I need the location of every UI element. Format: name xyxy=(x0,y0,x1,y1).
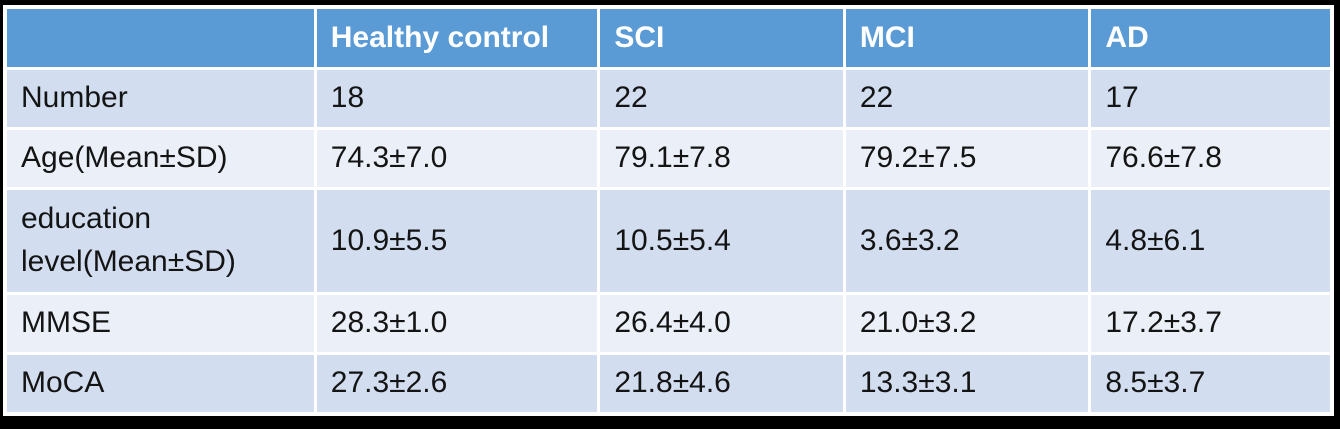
table-row-moca: MoCA 27.3±2.6 21.8±4.6 13.3±3.1 8.5±3.7 xyxy=(7,354,1330,412)
demographics-table: Healthy control SCI MCI AD Number 18 22 22 17 Ag… xyxy=(4,6,1333,415)
row-label-moca: MoCA xyxy=(7,354,314,412)
cell-moca-mci: 13.3±3.1 xyxy=(845,354,1089,412)
table-row-mmse: MMSE 28.3±1.0 26.4±4.0 21.0±3.2 17.2±3.7 xyxy=(7,294,1330,352)
row-label-number: Number xyxy=(7,70,314,128)
header-cell-mci: MCI xyxy=(845,9,1089,67)
cell-education-level-mean-sd-ad: 4.8±6.1 xyxy=(1091,190,1330,292)
cell-mmse-sci: 26.4±4.0 xyxy=(600,294,843,352)
table-body: Number 18 22 22 17 Age(Mean±SD) 74.3±7.0 79.1±7… xyxy=(7,70,1330,412)
cell-age-mean-sd-ad: 76.6±7.8 xyxy=(1091,130,1330,188)
cell-age-mean-sd-sci: 79.1±7.8 xyxy=(600,130,843,188)
cell-moca-sci: 21.8±4.6 xyxy=(600,354,843,412)
cell-number-mci: 22 xyxy=(845,70,1089,128)
table-row-age-mean-sd: Age(Mean±SD) 74.3±7.0 79.1±7.8 79.2±7.5 76.6… xyxy=(7,130,1330,188)
row-label-mmse: MMSE xyxy=(7,294,314,352)
cell-number-sci: 22 xyxy=(600,70,843,128)
cell-mmse-healthy-control: 28.3±1.0 xyxy=(316,294,598,352)
cell-mmse-ad: 17.2±3.7 xyxy=(1091,294,1330,352)
table-row-education-level-mean-sd: education level(Mean±SD) 10.9±5.5 10.5±5.4… xyxy=(7,190,1330,292)
row-label-age-mean-sd: Age(Mean±SD) xyxy=(7,130,314,188)
cell-age-mean-sd-healthy-control: 74.3±7.0 xyxy=(316,130,598,188)
cell-mmse-mci: 21.0±3.2 xyxy=(845,294,1089,352)
header-cell-sci: SCI xyxy=(600,9,843,67)
header-cell-healthy-control: Healthy control xyxy=(316,9,598,67)
cell-education-level-mean-sd-healthy-control: 10.9±5.5 xyxy=(316,190,598,292)
slide-frame: Healthy control SCI MCI AD Number 18 22 22 17 Ag… xyxy=(3,5,1334,416)
header-cell-ad: AD xyxy=(1091,9,1330,67)
cell-number-ad: 17 xyxy=(1091,70,1330,128)
cell-moca-healthy-control: 27.3±2.6 xyxy=(316,354,598,412)
table-row-number: Number 18 22 22 17 xyxy=(7,70,1330,128)
cell-number-healthy-control: 18 xyxy=(316,70,598,128)
cell-moca-ad: 8.5±3.7 xyxy=(1091,354,1330,412)
row-label-education-level-mean-sd: education level(Mean±SD) xyxy=(7,190,314,292)
cell-age-mean-sd-mci: 79.2±7.5 xyxy=(845,130,1089,188)
cell-education-level-mean-sd-mci: 3.6±3.2 xyxy=(845,190,1089,292)
cell-education-level-mean-sd-sci: 10.5±5.4 xyxy=(600,190,843,292)
header-cell-corner xyxy=(7,9,314,67)
header-row: Healthy control SCI MCI AD xyxy=(7,9,1330,67)
